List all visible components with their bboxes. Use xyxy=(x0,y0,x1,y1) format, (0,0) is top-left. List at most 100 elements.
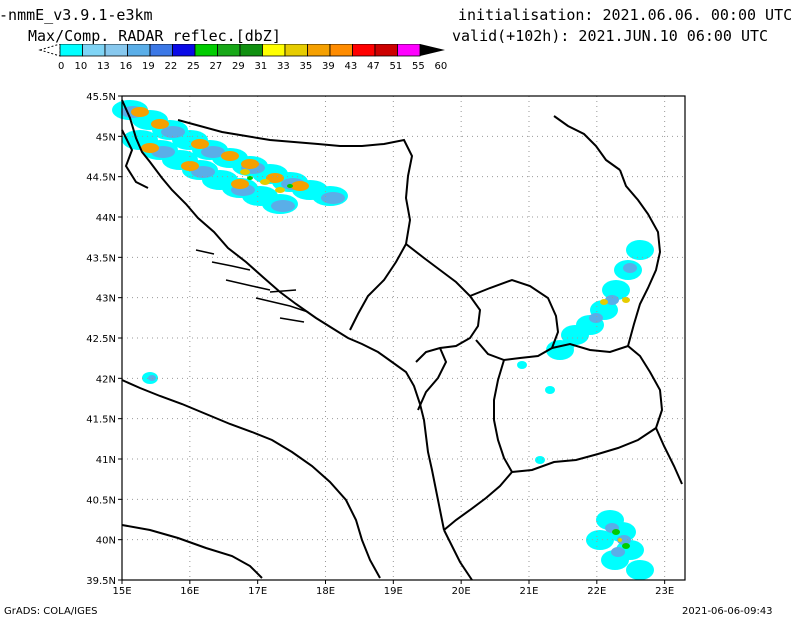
echo-core xyxy=(618,538,622,542)
echo-core xyxy=(275,187,285,193)
colorbar: 0 10 13 16 19 22 25 27 29 31 33 35 39 43 47 51 55 60 xyxy=(38,44,448,72)
echo-strong xyxy=(151,119,169,129)
echo-core xyxy=(260,179,270,185)
lon-label: 21E xyxy=(519,586,538,597)
colorbar-label: 39 xyxy=(322,61,335,72)
colorbar-label: 0 xyxy=(58,61,64,72)
colorbar-label: 27 xyxy=(210,61,223,72)
colorbar-label: 25 xyxy=(187,61,200,72)
colorbar-label: 33 xyxy=(277,61,290,72)
colorbar-label: 16 xyxy=(120,61,133,72)
lon-label: 18E xyxy=(316,586,335,597)
islands xyxy=(195,249,309,323)
render-timestamp: 2021-06-06-09:43 xyxy=(682,606,773,617)
longitude-labels: 15E 16E 17E 18E 19E 20E 21E 22E 23E xyxy=(112,580,674,597)
lat-label: 41N xyxy=(96,455,116,466)
island-2 xyxy=(225,279,271,291)
lon-label: 23E xyxy=(655,586,674,597)
lat-label: 39.5N xyxy=(86,576,116,587)
lon-label: 15E xyxy=(112,586,131,597)
border-albania-greece xyxy=(443,471,513,531)
colorbar-min-arrow xyxy=(38,44,61,57)
border-kosovo xyxy=(469,278,560,362)
echo-green xyxy=(622,543,630,549)
lat-label: 42N xyxy=(96,374,116,385)
echo-mid xyxy=(201,146,225,158)
echo-strong xyxy=(141,143,159,153)
colorbar-label: 13 xyxy=(97,61,110,72)
border-albania-macedonia xyxy=(493,359,513,473)
init-time: initialisation: 2021.06.06. 00:00 UTC xyxy=(458,6,793,24)
lat-label: 40.5N xyxy=(86,495,116,506)
border-macedonia-greece xyxy=(511,427,657,473)
colorbar-label: 19 xyxy=(142,61,155,72)
echo-core xyxy=(240,169,250,175)
variable-name: Max/Comp. RADAR reflec.[dbZ] xyxy=(28,27,281,45)
latitude-labels: 45.5N 45N 44.5N 44N 43.5N 43N 42.5N 42N 41.5N 41N… xyxy=(86,92,122,587)
island-3 xyxy=(255,297,309,313)
echo-light xyxy=(535,456,545,464)
colorbar-label: 55 xyxy=(412,61,425,72)
coastline-greece xyxy=(655,427,683,485)
island-5 xyxy=(195,249,215,255)
echo-light xyxy=(545,386,555,394)
coastline-istria xyxy=(121,129,149,189)
lon-label: 16E xyxy=(180,586,199,597)
lon-label: 17E xyxy=(248,586,267,597)
island-6 xyxy=(269,289,297,293)
echo-green xyxy=(247,176,253,180)
lat-label: 41.5N xyxy=(86,415,116,426)
echo-mid xyxy=(623,263,637,273)
echo-mid xyxy=(161,126,185,138)
lon-label: 19E xyxy=(384,586,403,597)
echo-light xyxy=(602,280,630,300)
colorbar-label: 31 xyxy=(255,61,268,72)
echo-strong xyxy=(131,107,149,117)
echo-mid xyxy=(589,313,603,323)
echo-light xyxy=(626,560,654,580)
border-bulgaria xyxy=(619,169,662,347)
echo-core xyxy=(600,299,608,305)
coastline-italy xyxy=(121,379,381,579)
coastline-croatia xyxy=(121,99,445,531)
echo-strong xyxy=(221,151,239,161)
colorbar-label: 51 xyxy=(390,61,403,72)
colorbar-label: 22 xyxy=(165,61,178,72)
colorbar-label: 47 xyxy=(367,61,380,72)
coastlines-borders xyxy=(121,99,683,581)
colorbar-label: 29 xyxy=(232,61,245,72)
echo-light xyxy=(561,325,589,345)
echo-light xyxy=(586,530,614,550)
colorbar-label: 35 xyxy=(300,61,313,72)
radar-echoes xyxy=(112,100,654,580)
grads-credit: GrADS: COLA/IGES xyxy=(4,606,98,617)
valid-time: valid(+102h): 2021.JUN.10 06:00 UTC xyxy=(452,27,769,45)
lon-label: 20E xyxy=(452,586,471,597)
echo-mid xyxy=(617,535,631,545)
lat-label: 40N xyxy=(96,536,116,547)
island-1 xyxy=(211,261,251,271)
echo-mid xyxy=(271,200,295,212)
lat-label: 45.5N xyxy=(86,92,116,103)
border-macedonia-serbia xyxy=(551,342,664,429)
lat-label: 44.5N xyxy=(86,173,116,184)
graticule xyxy=(122,96,685,580)
echo-green xyxy=(612,529,620,535)
echo-strong xyxy=(266,173,284,183)
echo-green xyxy=(287,184,293,188)
coastline-italy-south xyxy=(121,524,263,579)
lat-label: 44N xyxy=(96,213,116,224)
lat-label: 43N xyxy=(96,294,116,305)
border-montenegro-albania xyxy=(417,347,448,411)
lat-label: 42.5N xyxy=(86,334,116,345)
echo-core xyxy=(622,297,630,303)
echo-strong xyxy=(231,179,249,189)
lon-label: 22E xyxy=(587,586,606,597)
colorbar-label: 60 xyxy=(435,61,448,72)
lat-label: 43.5N xyxy=(86,253,116,264)
echo-light xyxy=(626,240,654,260)
echo-mid xyxy=(611,547,625,557)
border-bosnia xyxy=(177,119,414,331)
coastline-greece-west xyxy=(443,529,473,581)
